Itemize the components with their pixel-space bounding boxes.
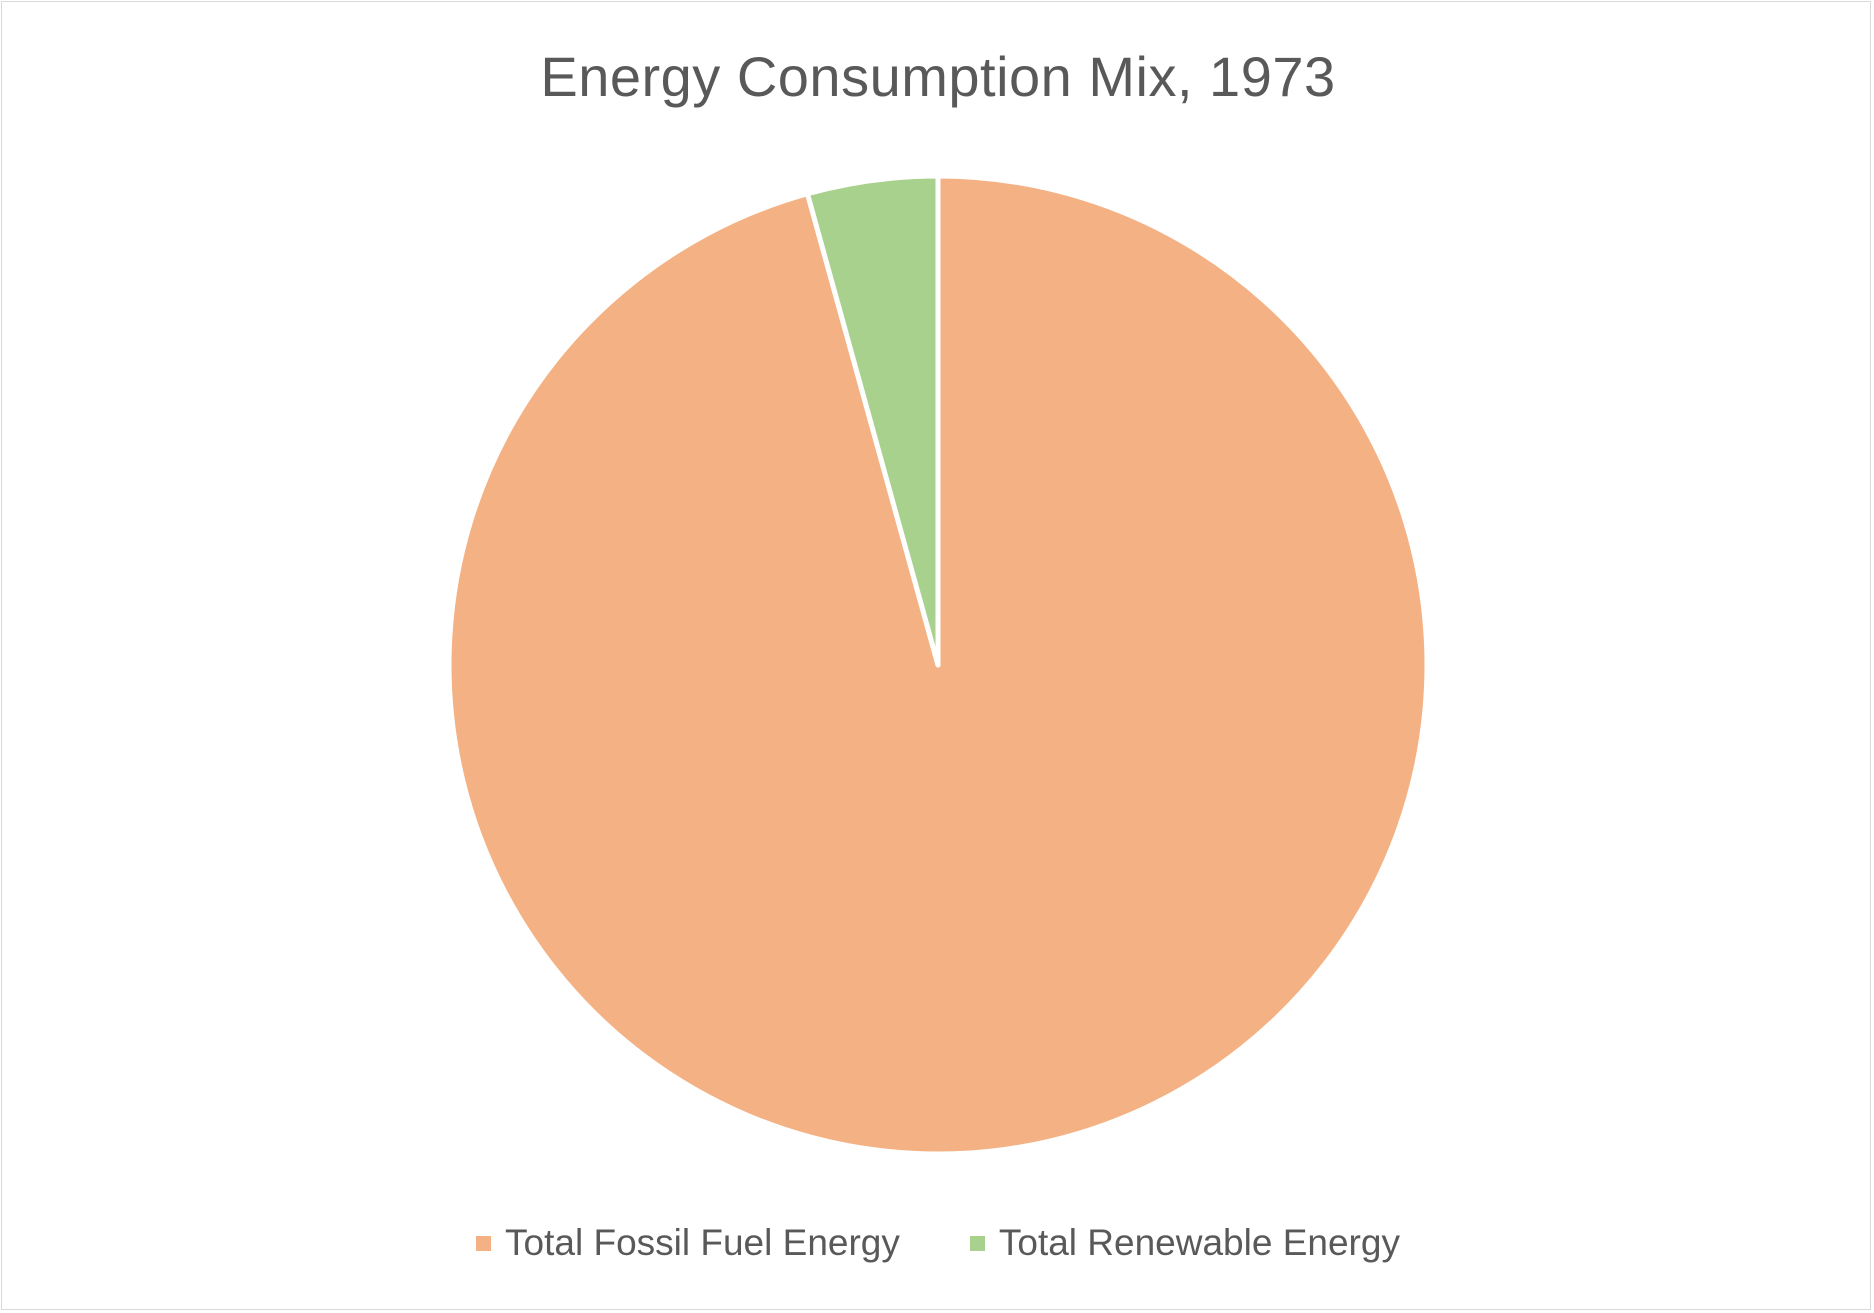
legend-item-fossil[interactable]: Total Fossil Fuel Energy	[476, 1222, 900, 1264]
legend-label-fossil: Total Fossil Fuel Energy	[505, 1222, 900, 1263]
legend-swatch-renewable	[969, 1235, 985, 1251]
pie-slice-total-renewable-energy[interactable]	[804, 173, 941, 668]
legend-swatch-fossil	[476, 1235, 492, 1251]
pie-slices	[446, 173, 1430, 1157]
legend-label-renewable: Total Renewable Energy	[998, 1222, 1400, 1263]
legend: Total Fossil Fuel Energy Total Renewable…	[2, 1222, 1874, 1264]
legend-item-renewable[interactable]: Total Renewable Energy	[969, 1222, 1400, 1264]
chart-title: Energy Consumption Mix, 1973	[540, 45, 1336, 108]
